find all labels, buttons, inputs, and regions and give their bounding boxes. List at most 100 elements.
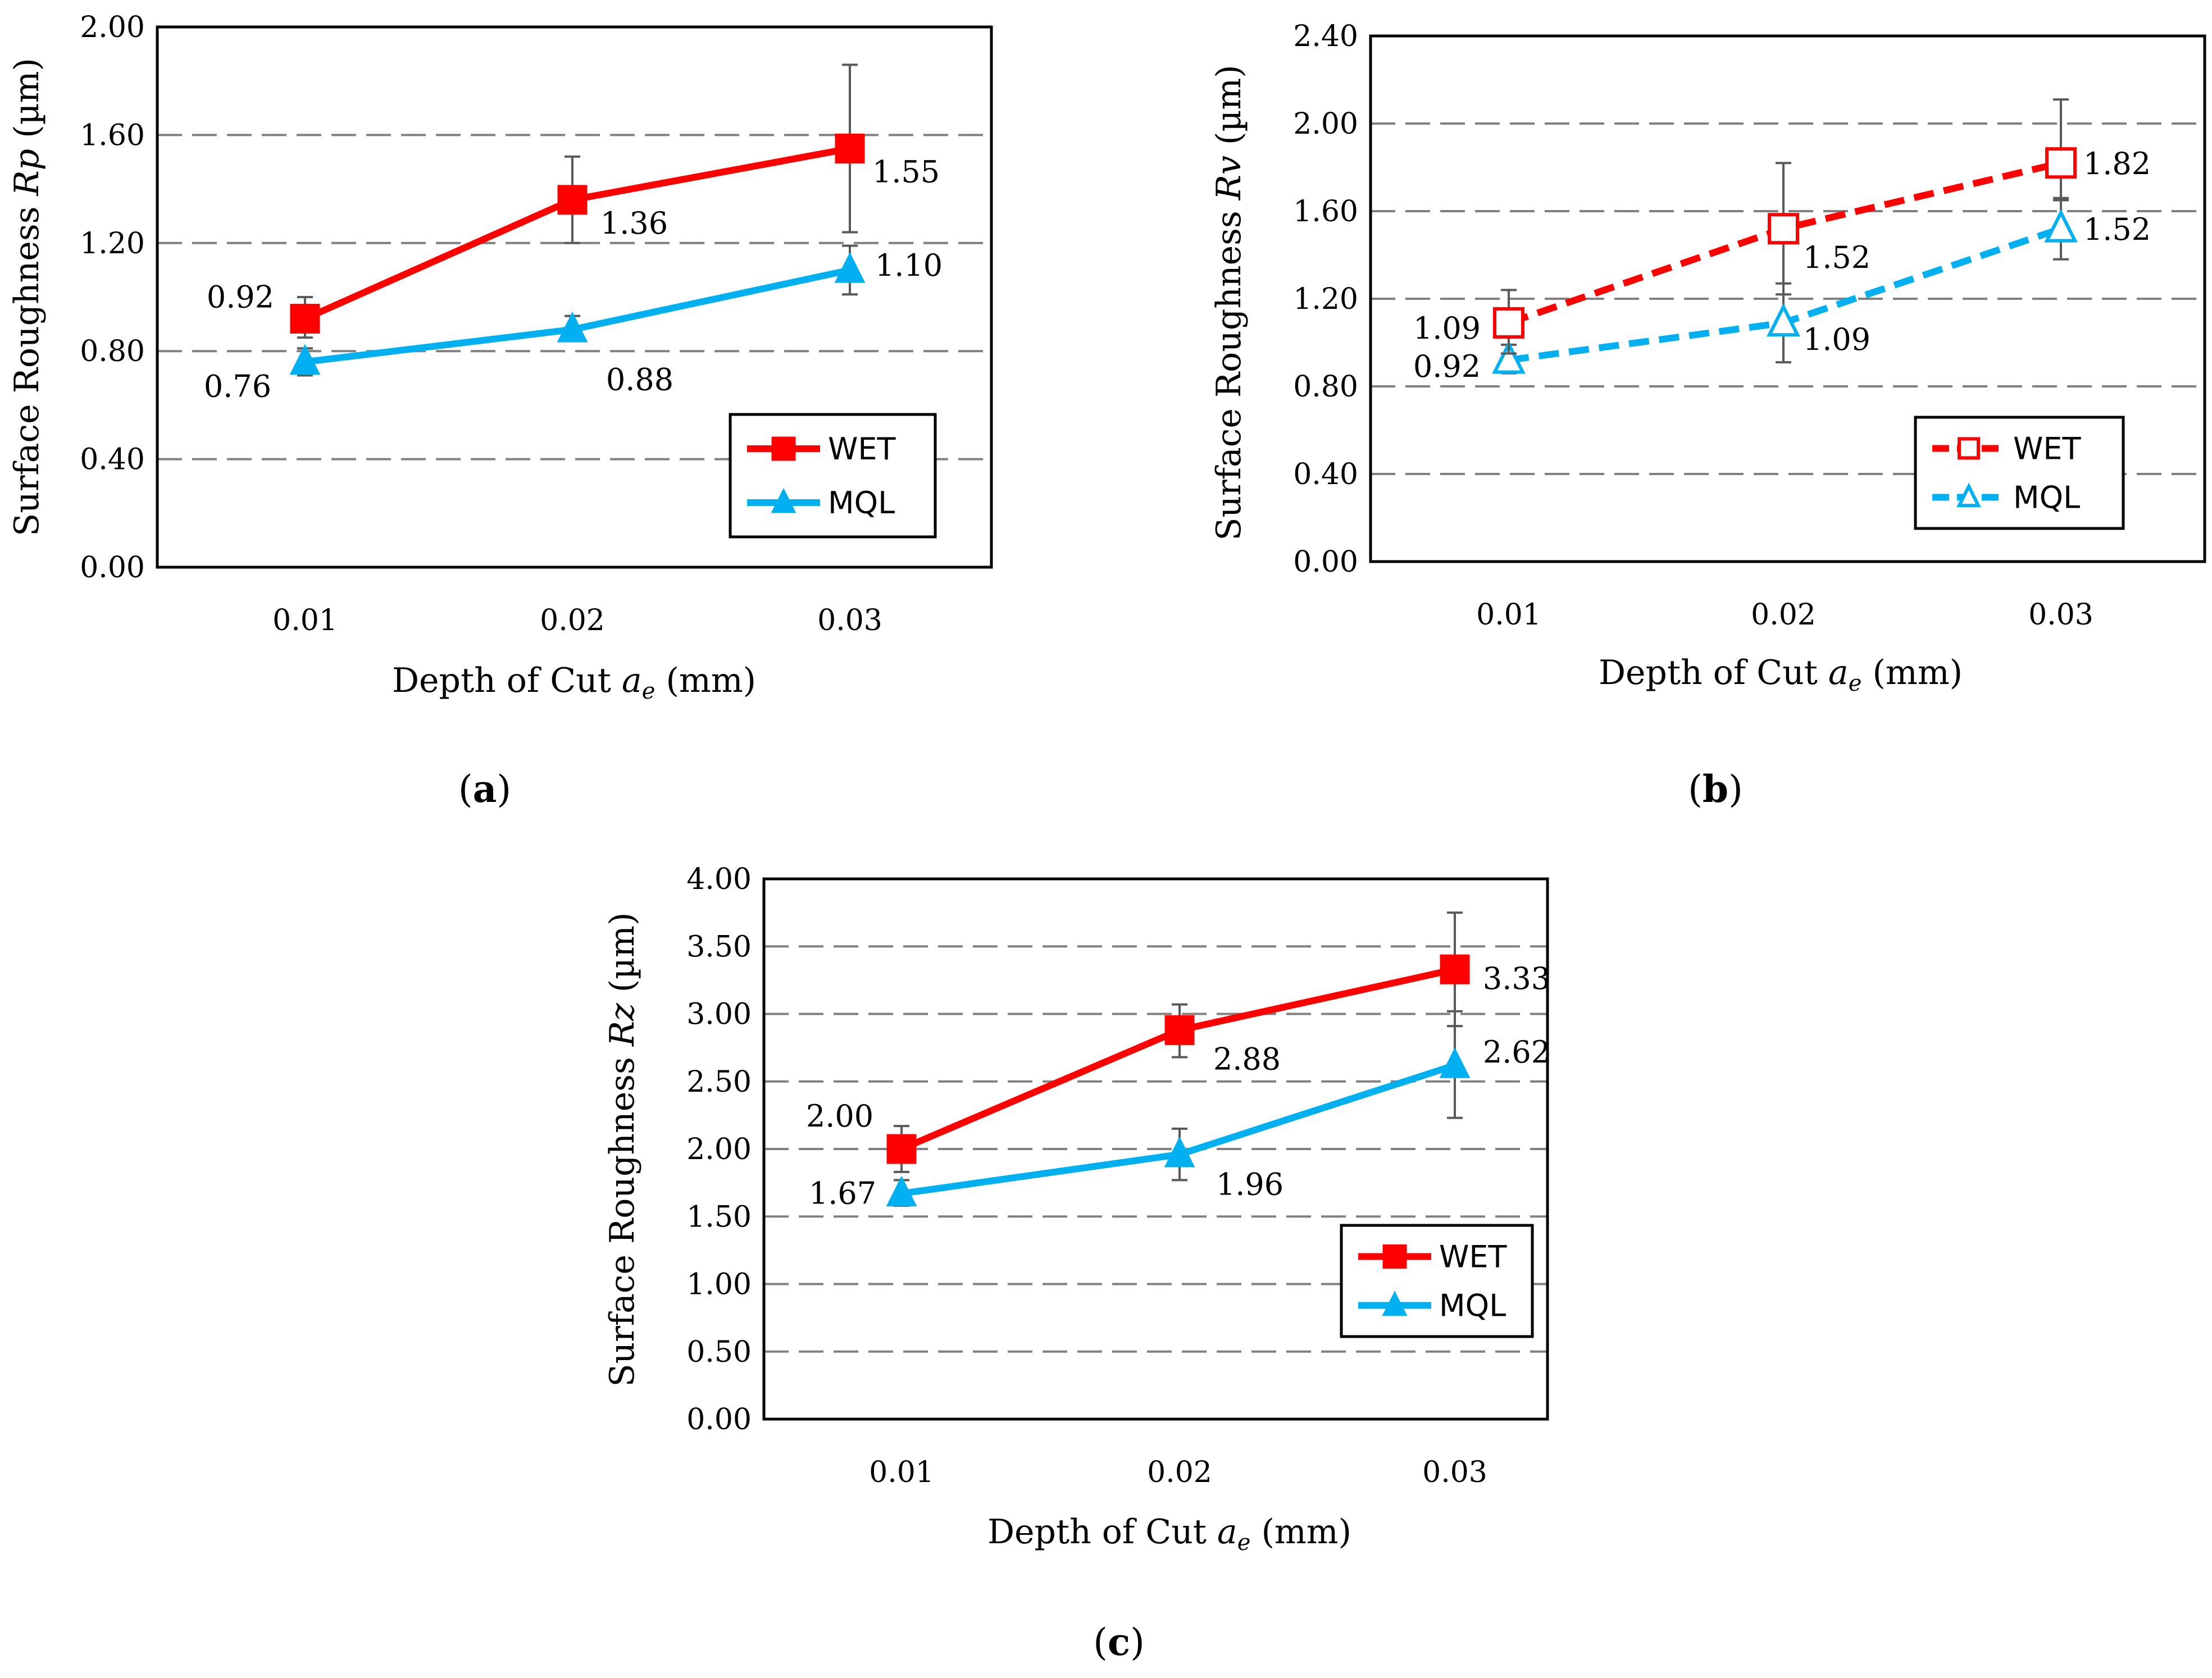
x-tick-label: 0.03 bbox=[2028, 598, 2093, 632]
legend-swatch-marker bbox=[771, 436, 796, 461]
series-mql bbox=[886, 1010, 1471, 1207]
data-point-mql bbox=[1164, 1136, 1195, 1168]
y-axis-title-prefix: Surface Roughness bbox=[1209, 200, 1249, 540]
legend-swatch-marker bbox=[1956, 482, 1981, 508]
panel-caption-close: ) bbox=[497, 768, 511, 811]
data-label-mql: 0.92 bbox=[1413, 349, 1481, 384]
data-point-wet bbox=[1768, 213, 1799, 245]
data-point-mql bbox=[834, 252, 866, 283]
panel-caption-open: ( bbox=[1093, 1621, 1108, 1664]
y-axis-title: Surface Roughness Rz (µm) bbox=[603, 913, 642, 1387]
panel-caption-letter: a bbox=[473, 767, 497, 811]
plot-area-border bbox=[1369, 34, 2206, 563]
data-point-mql bbox=[289, 344, 321, 375]
y-tick-label: 4.00 bbox=[686, 863, 752, 896]
legend-label-wet: WET bbox=[828, 431, 896, 467]
panel-caption-letter: c bbox=[1108, 1620, 1130, 1664]
series-wet bbox=[886, 911, 1470, 1173]
legend: WET MQL bbox=[1914, 416, 2125, 530]
y-tick-label: 2.00 bbox=[1293, 107, 1358, 141]
data-point-wet bbox=[557, 185, 588, 215]
y-tick-label: 1.00 bbox=[686, 1268, 752, 1302]
data-point-mql bbox=[1439, 1047, 1471, 1078]
x-axis-title: Depth of Cut ae (mm) bbox=[987, 1512, 1351, 1556]
x-tick-label: 0.01 bbox=[869, 1456, 934, 1489]
legend-swatch-marker bbox=[771, 487, 796, 513]
y-axis-title-prefix: Surface Roughness bbox=[603, 1046, 642, 1387]
panel-caption-letter: b bbox=[1703, 767, 1728, 811]
y-tick-label: 0.80 bbox=[80, 335, 145, 368]
chart-panel-b: 0.00 0.40 0.80 1.20 1.60 2.00 2.40 0.01 0.02 0.03… bbox=[1209, 20, 2206, 811]
data-point-wet bbox=[1493, 307, 1524, 339]
series-mql bbox=[289, 244, 866, 377]
data-label-wet: 1.09 bbox=[1413, 311, 1481, 346]
y-tick-label: 1.20 bbox=[80, 227, 145, 261]
plot-area-border bbox=[762, 877, 1549, 1421]
x-axis-title-variable: a bbox=[1217, 1512, 1237, 1552]
y-axis-title-unit: (µm) bbox=[7, 58, 47, 149]
panel-caption-open: ( bbox=[458, 768, 473, 811]
x-tick-label: 0.02 bbox=[1751, 598, 1816, 632]
y-tick-label: 0.50 bbox=[686, 1335, 752, 1369]
legend-label-mql: MQL bbox=[828, 485, 895, 521]
x-axis-title-variable: a bbox=[1828, 653, 1849, 692]
legend-box bbox=[729, 413, 937, 539]
y-tick-label: 3.50 bbox=[686, 930, 752, 964]
x-axis-title-unit: (mm) bbox=[1250, 1512, 1351, 1552]
x-axis-title-prefix: Depth of Cut bbox=[1599, 653, 1828, 692]
data-label-wet: 1.36 bbox=[600, 206, 668, 241]
chart-panel-c: 0.00 0.50 1.00 1.50 2.00 2.50 3.00 3.50 4.00 0.01… bbox=[603, 863, 1550, 1664]
data-label-mql: 1.52 bbox=[2083, 212, 2151, 247]
y-axis-title-unit: (µm) bbox=[1209, 65, 1249, 156]
data-label-mql: 1.10 bbox=[875, 248, 943, 283]
data-label-mql: 1.96 bbox=[1216, 1167, 1283, 1202]
y-tick-label: 3.00 bbox=[686, 998, 752, 1032]
series-wet bbox=[290, 63, 865, 339]
y-axis-title-variable: Rp bbox=[7, 149, 47, 197]
x-axis-title: Depth of Cut ae (mm) bbox=[1599, 653, 1963, 696]
x-axis-title: Depth of Cut ae (mm) bbox=[392, 661, 756, 704]
series-wet bbox=[1493, 98, 2077, 355]
y-tick-label: 1.60 bbox=[1293, 195, 1358, 229]
data-point-mql bbox=[1492, 340, 1526, 374]
data-label-mql: 1.67 bbox=[809, 1175, 876, 1211]
x-axis-title-subscript: e bbox=[642, 678, 656, 704]
data-point-wet bbox=[290, 303, 320, 334]
data-label-wet: 2.88 bbox=[1213, 1041, 1281, 1077]
x-axis-title-subscript: e bbox=[1849, 671, 1862, 696]
x-axis-title-prefix: Depth of Cut bbox=[987, 1512, 1217, 1552]
x-tick-label: 0.02 bbox=[1147, 1456, 1212, 1489]
legend-box bbox=[1340, 1224, 1534, 1338]
x-axis-title-prefix: Depth of Cut bbox=[392, 661, 622, 700]
data-label-wet: 2.00 bbox=[806, 1098, 873, 1134]
data-label-mql: 1.09 bbox=[1803, 322, 1870, 357]
data-label-wet: 3.33 bbox=[1483, 961, 1550, 996]
data-label-mql: 0.76 bbox=[204, 368, 271, 404]
legend-label-wet: WET bbox=[2013, 431, 2082, 466]
data-label-mql: 2.62 bbox=[1483, 1034, 1550, 1070]
y-tick-label: 0.40 bbox=[80, 443, 145, 477]
y-tick-label: 1.60 bbox=[80, 118, 145, 152]
data-label-mql: 0.88 bbox=[606, 362, 673, 398]
panel-caption: (c) bbox=[1093, 1620, 1145, 1664]
y-tick-label: 2.00 bbox=[80, 11, 145, 44]
data-point-mql bbox=[557, 311, 588, 343]
y-axis-title-variable: Rz bbox=[603, 1003, 642, 1047]
y-axis-title: Surface Roughness Rp (µm) bbox=[7, 58, 47, 536]
panel-caption-close: ) bbox=[1130, 1621, 1145, 1664]
chart-panel-a: 0.00 0.40 0.80 1.20 1.60 2.00 0.01 0.02 0.03 Surf… bbox=[7, 11, 993, 811]
legend-label-mql: MQL bbox=[2013, 480, 2080, 516]
x-tick-label: 0.02 bbox=[540, 604, 605, 637]
y-tick-label: 1.50 bbox=[686, 1200, 752, 1234]
data-point-wet bbox=[1164, 1015, 1195, 1045]
series-line-wet bbox=[900, 966, 1456, 1152]
data-point-wet bbox=[886, 1134, 917, 1164]
data-point-wet bbox=[835, 133, 865, 163]
y-axis-title-unit: (µm) bbox=[603, 913, 642, 1004]
x-tick-label: 0.03 bbox=[817, 604, 882, 637]
y-tick-label: 0.00 bbox=[1293, 545, 1358, 579]
data-label-wet: 1.82 bbox=[2083, 146, 2151, 181]
legend-box bbox=[1914, 416, 2125, 530]
y-tick-label: 0.40 bbox=[1293, 458, 1358, 491]
